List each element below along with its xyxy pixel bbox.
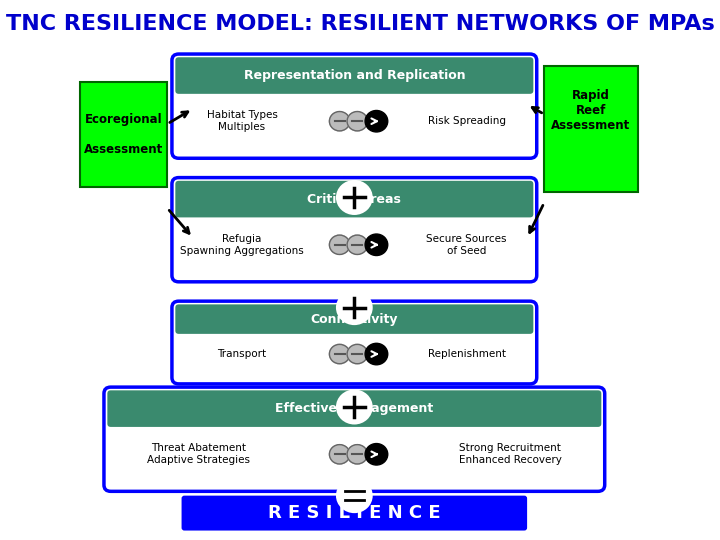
FancyBboxPatch shape (107, 390, 601, 427)
Text: Ecoregional

Assessment: Ecoregional Assessment (84, 113, 163, 156)
Text: Risk Spreading: Risk Spreading (428, 116, 505, 126)
Circle shape (365, 234, 388, 255)
Circle shape (347, 235, 367, 254)
FancyBboxPatch shape (181, 496, 527, 531)
Text: Threat Abatement
Adaptive Strategies: Threat Abatement Adaptive Strategies (147, 443, 250, 465)
Text: Habitat Types
Multiples: Habitat Types Multiples (207, 110, 277, 132)
FancyBboxPatch shape (172, 301, 536, 384)
Circle shape (347, 345, 367, 364)
Circle shape (338, 391, 372, 423)
FancyBboxPatch shape (176, 181, 534, 218)
Circle shape (347, 444, 367, 464)
FancyBboxPatch shape (544, 66, 638, 192)
Text: Rapid
Reef
Assessment: Rapid Reef Assessment (552, 89, 631, 132)
Circle shape (347, 112, 367, 131)
Circle shape (330, 444, 350, 464)
Text: Representation and Replication: Representation and Replication (243, 69, 465, 82)
Text: TNC RESILIENCE MODEL: RESILIENT NETWORKS OF MPAs: TNC RESILIENCE MODEL: RESILIENT NETWORKS… (6, 14, 714, 34)
Text: R E S I L I E N C E: R E S I L I E N C E (268, 504, 441, 522)
Circle shape (338, 480, 372, 512)
Text: Replenishment: Replenishment (428, 349, 505, 359)
FancyBboxPatch shape (80, 82, 167, 187)
Circle shape (330, 112, 350, 131)
Text: Strong Recruitment
Enhanced Recovery: Strong Recruitment Enhanced Recovery (459, 443, 562, 465)
FancyBboxPatch shape (104, 387, 605, 491)
Text: Secure Sources
of Seed: Secure Sources of Seed (426, 234, 507, 255)
Circle shape (338, 292, 372, 323)
Text: Effective Management: Effective Management (275, 402, 433, 415)
Circle shape (365, 343, 388, 365)
FancyBboxPatch shape (172, 178, 536, 282)
Text: Critical Areas: Critical Areas (307, 193, 401, 206)
Circle shape (365, 111, 388, 132)
Circle shape (365, 443, 388, 465)
Text: Connectivity: Connectivity (310, 313, 398, 326)
Text: Transport: Transport (217, 349, 266, 359)
FancyBboxPatch shape (172, 54, 536, 158)
FancyBboxPatch shape (176, 305, 534, 334)
Circle shape (330, 345, 350, 364)
FancyBboxPatch shape (176, 57, 534, 94)
Circle shape (338, 181, 372, 214)
Circle shape (330, 235, 350, 254)
Text: Refugia
Spawning Aggregations: Refugia Spawning Aggregations (180, 234, 304, 255)
